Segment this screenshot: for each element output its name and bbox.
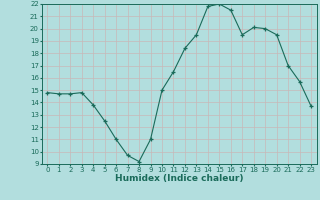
X-axis label: Humidex (Indice chaleur): Humidex (Indice chaleur)	[115, 174, 244, 183]
